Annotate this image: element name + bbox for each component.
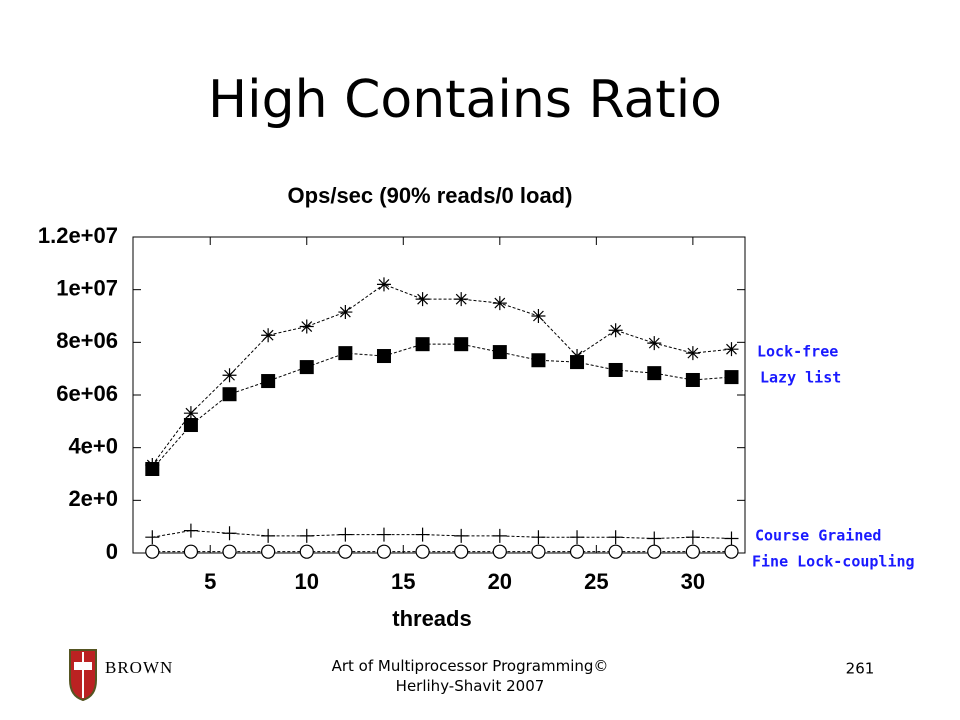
marker-star — [261, 328, 276, 343]
y-tick-label: 2e+0 — [68, 486, 118, 511]
marker-circle — [685, 544, 700, 559]
marker-plus — [145, 530, 160, 545]
marker-circle — [338, 544, 353, 559]
marker-square — [415, 337, 430, 352]
marker-star — [376, 277, 391, 292]
y-tick-label: 1.2e+07 — [38, 223, 118, 248]
marker-circle — [569, 544, 585, 559]
marker-plus — [647, 531, 662, 546]
series-line — [151, 343, 732, 470]
legend-label: Lazy list — [760, 369, 841, 387]
marker-plus — [724, 531, 739, 546]
marker-plus — [299, 528, 314, 543]
marker-circle — [145, 544, 160, 559]
marker-circle — [183, 544, 199, 559]
marker-star — [415, 292, 430, 307]
marker-square — [608, 362, 623, 377]
marker-square — [724, 370, 739, 385]
marker-star — [724, 342, 739, 357]
x-axis-label: threads — [392, 606, 471, 631]
marker-plus — [376, 527, 391, 542]
marker-square — [647, 366, 662, 381]
footer-text: Art of Multiprocessor Programming© Herli… — [331, 657, 609, 695]
marker-square — [376, 349, 391, 364]
marker-circle — [454, 544, 469, 559]
marker-square — [183, 418, 198, 433]
marker-circle — [261, 544, 276, 559]
logo-text: BROWN — [105, 658, 173, 677]
marker-plus — [415, 527, 430, 542]
marker-star — [338, 305, 353, 320]
marker-plus — [261, 528, 276, 543]
marker-plus — [685, 530, 700, 545]
series-line — [152, 530, 732, 540]
marker-circle — [724, 544, 739, 559]
series-line — [151, 283, 732, 466]
marker-circle — [222, 544, 237, 559]
x-tick-label: 15 — [391, 569, 415, 594]
marker-plus — [222, 526, 237, 541]
marker-star — [492, 296, 507, 311]
slide-title: High Contains Ratio — [208, 70, 722, 130]
marker-plus — [608, 530, 623, 545]
marker-star — [685, 346, 700, 361]
marker-circle — [531, 544, 546, 559]
marker-plus — [531, 530, 546, 545]
marker-star — [454, 292, 469, 307]
marker-plus — [338, 527, 353, 542]
x-tick-label: 20 — [488, 569, 512, 594]
marker-square — [570, 355, 585, 370]
marker-plus — [454, 528, 469, 543]
x-tick-label: 5 — [204, 569, 216, 594]
marker-plus — [183, 523, 198, 538]
marker-star — [531, 309, 546, 323]
marker-star — [647, 336, 662, 351]
y-tick-label: 6e+06 — [56, 381, 118, 406]
marker-star — [608, 323, 623, 338]
marker-square — [338, 346, 353, 361]
marker-star — [183, 406, 198, 421]
chart-title: Ops/sec (90% reads/0 load) — [288, 183, 573, 208]
marker-star — [299, 319, 314, 334]
x-tick-label: 25 — [584, 569, 608, 594]
page-number: 261 — [846, 660, 875, 678]
marker-circle — [299, 544, 314, 559]
marker-square — [531, 353, 546, 368]
logo — [69, 649, 97, 702]
marker-square — [222, 387, 237, 402]
legend-label: Lock-free — [757, 343, 838, 361]
legend-label: Fine Lock-coupling — [752, 553, 915, 571]
x-tick-label: 10 — [295, 569, 319, 594]
marker-circle — [608, 544, 623, 559]
y-tick-label: 0 — [106, 539, 118, 564]
marker-circle — [647, 544, 662, 559]
marker-circle — [376, 544, 392, 559]
marker-plus — [570, 530, 585, 545]
marker-circle — [492, 544, 507, 559]
x-tick-label: 30 — [681, 569, 705, 594]
marker-square — [299, 360, 314, 375]
marker-square — [685, 372, 700, 387]
marker-square — [145, 461, 160, 476]
marker-square — [492, 345, 507, 360]
marker-star — [222, 368, 237, 383]
marker-square — [454, 337, 469, 352]
y-tick-label: 4e+0 — [68, 433, 118, 458]
marker-square — [261, 374, 276, 389]
marker-circle — [415, 544, 430, 559]
marker-plus — [492, 528, 507, 543]
y-tick-label: 8e+06 — [56, 328, 118, 353]
y-tick-label: 1e+07 — [56, 275, 118, 300]
legend-label: Course Grained — [755, 527, 881, 545]
